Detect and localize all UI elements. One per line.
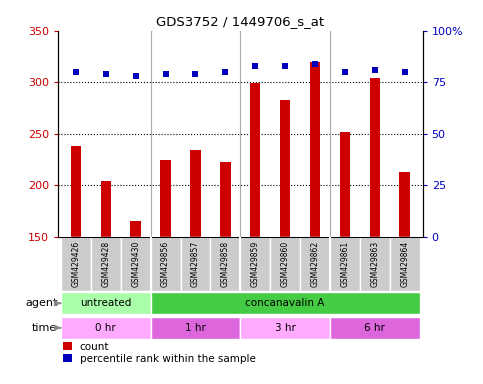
Text: GSM429426: GSM429426	[71, 241, 80, 287]
Point	[371, 67, 379, 73]
FancyBboxPatch shape	[241, 317, 330, 339]
Text: agent: agent	[25, 298, 57, 308]
Bar	[399, 172, 410, 237]
Bar	[160, 160, 171, 237]
Text: GSM429858: GSM429858	[221, 241, 230, 287]
Text: GSM429861: GSM429861	[341, 241, 349, 287]
FancyBboxPatch shape	[330, 237, 360, 291]
Point	[251, 63, 259, 69]
Bar	[340, 132, 350, 237]
Bar	[130, 222, 141, 237]
Point	[162, 71, 170, 77]
Text: 1 hr: 1 hr	[185, 323, 206, 333]
Point	[281, 63, 289, 69]
Text: untreated: untreated	[80, 298, 131, 308]
Title: GDS3752 / 1449706_s_at: GDS3752 / 1449706_s_at	[156, 15, 325, 28]
Point	[222, 69, 229, 75]
Text: time: time	[32, 323, 57, 333]
Text: 3 hr: 3 hr	[275, 323, 296, 333]
Text: GSM429857: GSM429857	[191, 241, 200, 287]
FancyBboxPatch shape	[121, 237, 151, 291]
Text: GSM429430: GSM429430	[131, 241, 140, 287]
Text: 6 hr: 6 hr	[364, 323, 385, 333]
FancyBboxPatch shape	[241, 237, 270, 291]
Text: GSM429862: GSM429862	[311, 241, 320, 287]
Bar	[220, 162, 230, 237]
Point	[311, 61, 319, 67]
FancyBboxPatch shape	[151, 237, 181, 291]
Bar	[310, 62, 320, 237]
Point	[132, 73, 140, 79]
Text: GSM429860: GSM429860	[281, 241, 290, 287]
FancyBboxPatch shape	[151, 292, 420, 314]
Point	[102, 71, 110, 77]
FancyBboxPatch shape	[61, 317, 151, 339]
Bar	[100, 181, 111, 237]
FancyBboxPatch shape	[300, 237, 330, 291]
Point	[192, 71, 199, 77]
FancyBboxPatch shape	[61, 237, 91, 291]
Point	[401, 69, 409, 75]
Text: GSM429864: GSM429864	[400, 241, 409, 287]
FancyBboxPatch shape	[211, 237, 241, 291]
Point	[72, 69, 80, 75]
FancyBboxPatch shape	[151, 317, 241, 339]
Text: GSM429856: GSM429856	[161, 241, 170, 287]
FancyBboxPatch shape	[270, 237, 300, 291]
Point	[341, 69, 349, 75]
Text: concanavalin A: concanavalin A	[245, 298, 325, 308]
Legend: count, percentile rank within the sample: count, percentile rank within the sample	[63, 342, 256, 364]
Text: GSM429428: GSM429428	[101, 241, 110, 287]
Text: GSM429863: GSM429863	[370, 241, 379, 287]
FancyBboxPatch shape	[360, 237, 390, 291]
Text: 0 hr: 0 hr	[96, 323, 116, 333]
Bar	[71, 146, 81, 237]
Text: GSM429859: GSM429859	[251, 241, 260, 287]
Bar	[190, 150, 201, 237]
FancyBboxPatch shape	[61, 292, 151, 314]
FancyBboxPatch shape	[181, 237, 211, 291]
FancyBboxPatch shape	[330, 317, 420, 339]
FancyBboxPatch shape	[390, 237, 420, 291]
Bar	[280, 100, 290, 237]
Bar	[250, 83, 260, 237]
FancyBboxPatch shape	[91, 237, 121, 291]
Bar	[369, 78, 380, 237]
